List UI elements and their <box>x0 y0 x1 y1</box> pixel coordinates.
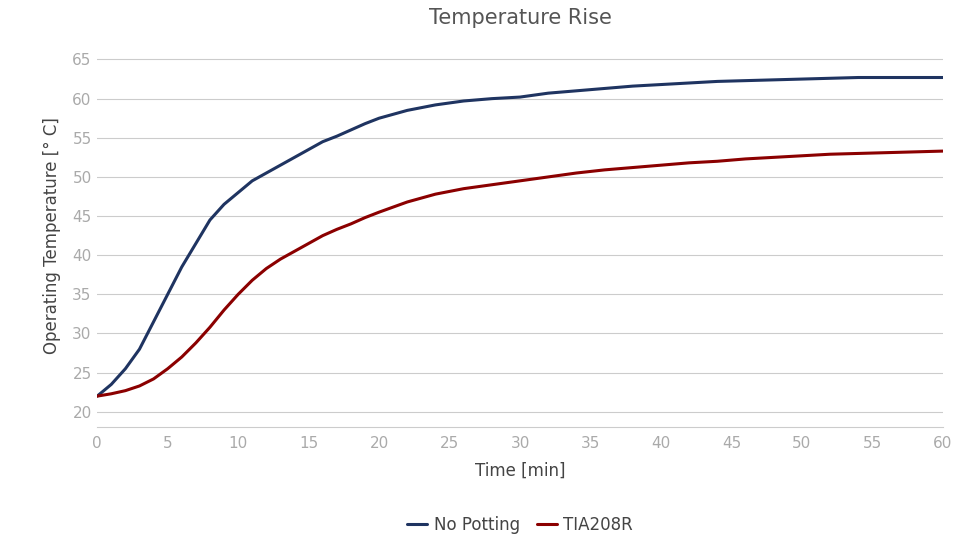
No Potting <box>909 74 920 81</box>
TIA208R <box>246 277 258 283</box>
No Potting <box>542 90 554 96</box>
No Potting <box>330 133 342 140</box>
TIA208R <box>218 307 229 313</box>
Title: Temperature Rise: Temperature Rise <box>429 8 611 28</box>
TIA208R <box>740 156 751 162</box>
No Potting <box>937 74 949 81</box>
TIA208R <box>148 375 159 382</box>
TIA208R <box>852 150 864 157</box>
TIA208R <box>91 393 103 399</box>
No Potting <box>317 139 329 145</box>
TIA208R <box>599 167 610 173</box>
TIA208R <box>120 387 131 394</box>
TIA208R <box>430 191 441 197</box>
TIA208R <box>937 148 949 155</box>
No Potting <box>373 115 385 122</box>
TIA208R <box>796 152 808 159</box>
No Potting <box>232 189 244 196</box>
TIA208R <box>260 265 272 272</box>
No Potting <box>345 127 357 133</box>
No Potting <box>852 74 864 81</box>
TIA208R <box>909 149 920 155</box>
No Potting <box>599 85 610 92</box>
Line: TIA208R: TIA208R <box>97 151 943 396</box>
Line: No Potting: No Potting <box>97 77 943 396</box>
No Potting <box>683 79 695 86</box>
TIA208R <box>190 340 202 346</box>
No Potting <box>824 75 836 82</box>
TIA208R <box>274 256 286 262</box>
TIA208R <box>317 232 329 239</box>
No Potting <box>514 94 526 100</box>
No Potting <box>768 77 780 83</box>
No Potting <box>740 77 751 84</box>
TIA208R <box>514 178 526 184</box>
TIA208R <box>571 170 582 176</box>
TIA208R <box>542 174 554 180</box>
TIA208R <box>134 383 146 389</box>
No Potting <box>796 76 808 82</box>
TIA208R <box>161 366 173 372</box>
TIA208R <box>302 240 314 247</box>
TIA208R <box>345 221 357 227</box>
No Potting <box>91 393 103 399</box>
No Potting <box>655 81 667 88</box>
No Potting <box>120 366 131 372</box>
No Potting <box>105 381 117 387</box>
No Potting <box>571 88 582 94</box>
TIA208R <box>176 353 188 360</box>
TIA208R <box>627 164 639 171</box>
No Potting <box>176 264 188 270</box>
No Potting <box>134 346 146 352</box>
X-axis label: Time [min]: Time [min] <box>474 462 566 480</box>
TIA208R <box>289 248 300 255</box>
No Potting <box>260 170 272 176</box>
TIA208R <box>330 226 342 233</box>
No Potting <box>486 95 498 102</box>
No Potting <box>881 74 892 81</box>
TIA208R <box>768 154 780 161</box>
TIA208R <box>232 291 244 298</box>
Legend: No Potting, TIA208R: No Potting, TIA208R <box>407 516 633 534</box>
TIA208R <box>105 391 117 397</box>
No Potting <box>274 162 286 168</box>
TIA208R <box>824 151 836 157</box>
No Potting <box>246 178 258 184</box>
TIA208R <box>204 324 216 330</box>
No Potting <box>148 318 159 325</box>
No Potting <box>289 154 300 161</box>
TIA208R <box>655 162 667 168</box>
TIA208R <box>359 214 370 221</box>
No Potting <box>161 291 173 298</box>
No Potting <box>712 78 723 85</box>
No Potting <box>204 216 216 223</box>
Y-axis label: Operating Temperature [° C]: Operating Temperature [° C] <box>43 117 61 354</box>
TIA208R <box>401 199 413 206</box>
TIA208R <box>486 181 498 188</box>
TIA208R <box>458 185 469 192</box>
No Potting <box>458 98 469 104</box>
No Potting <box>401 107 413 113</box>
No Potting <box>359 121 370 127</box>
TIA208R <box>373 209 385 215</box>
No Potting <box>430 101 441 108</box>
No Potting <box>190 240 202 247</box>
No Potting <box>218 201 229 208</box>
No Potting <box>302 146 314 153</box>
TIA208R <box>881 150 892 156</box>
TIA208R <box>683 159 695 166</box>
No Potting <box>627 83 639 89</box>
TIA208R <box>712 158 723 164</box>
